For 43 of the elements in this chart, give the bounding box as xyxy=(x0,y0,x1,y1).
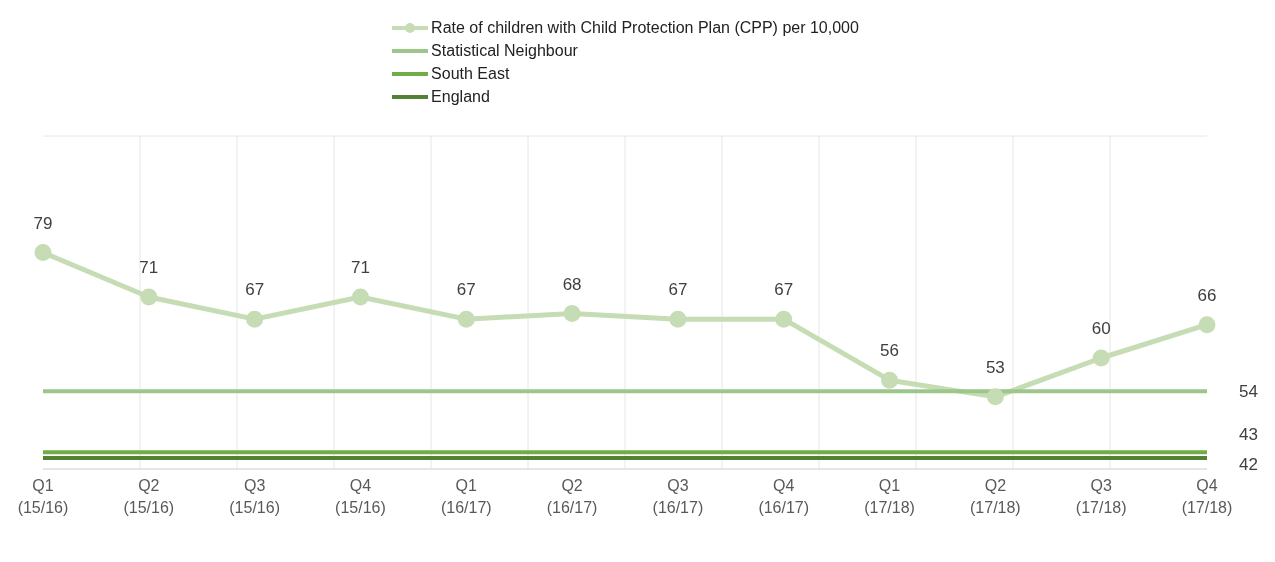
point xyxy=(1092,349,1110,367)
data-label: 43 xyxy=(1239,425,1258,445)
data-label: 53 xyxy=(985,357,1005,377)
x-tick-label: Q3 (17/18) xyxy=(1075,477,1127,516)
x-tick-label: Q3 (15/16) xyxy=(229,477,280,516)
x-tick-label: Q2 (16/17) xyxy=(546,477,598,516)
legend-label: Rate of children with Child Protection Plan (CPP) per 10,000 xyxy=(431,18,859,37)
data-label: 67 xyxy=(774,280,794,300)
point xyxy=(1198,316,1216,334)
data-label: 56 xyxy=(880,341,900,361)
point xyxy=(34,244,52,262)
x-tick-label: Q4 (17/18) xyxy=(1181,477,1233,516)
data-label: 68 xyxy=(562,274,582,294)
point xyxy=(246,310,264,328)
data-label: 42 xyxy=(1239,454,1258,474)
legend-label: Statistical Neighbour xyxy=(431,41,578,60)
data-label: 71 xyxy=(139,257,159,277)
x-tick-label: Q2 (17/18) xyxy=(970,477,1021,516)
data-label: 79 xyxy=(33,213,53,233)
legend-label: England xyxy=(431,87,490,106)
x-tick-label: Q1 (17/18) xyxy=(864,477,915,516)
x-tick-label: Q4 (15/16) xyxy=(335,477,386,516)
point xyxy=(986,388,1004,406)
data-label: 67 xyxy=(456,280,476,300)
x-tick-label: Q2 (15/16) xyxy=(123,477,175,516)
data-label: 67 xyxy=(245,280,265,300)
data-label: 60 xyxy=(1091,319,1111,338)
x-tick-label: Q1 (16/17) xyxy=(440,477,492,516)
point xyxy=(351,288,369,306)
point xyxy=(669,310,687,328)
point xyxy=(457,310,475,328)
x-tick-label: Q1 (15/16) xyxy=(17,477,69,516)
data-label: 66 xyxy=(1197,285,1217,305)
point xyxy=(140,288,158,306)
data-label: 67 xyxy=(668,280,688,300)
point xyxy=(775,310,793,328)
point xyxy=(881,371,899,389)
x-tick-label: Q4 (16/17) xyxy=(758,477,810,516)
data-label: 54 xyxy=(1239,382,1258,402)
x-tick-label: Q3 (16/17) xyxy=(652,477,704,516)
data-label: 71 xyxy=(350,257,370,277)
point xyxy=(563,305,581,323)
legend-label: South East xyxy=(431,64,510,83)
